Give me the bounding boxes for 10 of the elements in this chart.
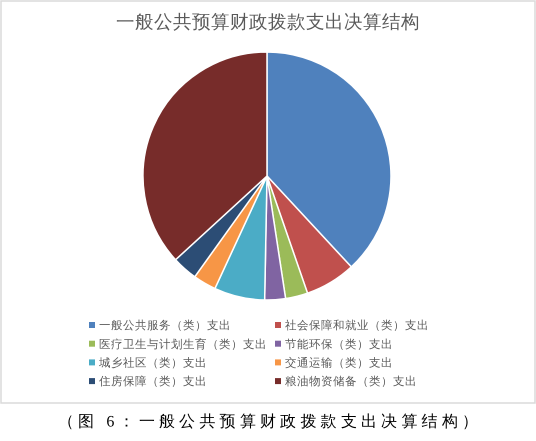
legend-label: 节能环保（类）支出	[285, 336, 393, 351]
legend-label: 城乡社区（类）支出	[98, 356, 207, 370]
legend-label: 交通运输（类）支出	[285, 356, 393, 370]
legend-label: 医疗卫生与计划生育（类）支出	[99, 336, 267, 351]
legend-label: 一般公共服务（类）支出	[99, 318, 231, 332]
text: （图 6：一般公共预算财政拨款支出决算结构）	[58, 412, 482, 431]
chart-title: 一般公共预算财政拨款支出决算结构	[116, 12, 420, 34]
legend-label: 社会保障和就业（类）支出	[285, 318, 429, 332]
legend-label: 住房保障（类）支出	[98, 374, 207, 388]
legend-label: 粮油物资储备（类）支出	[285, 374, 417, 388]
